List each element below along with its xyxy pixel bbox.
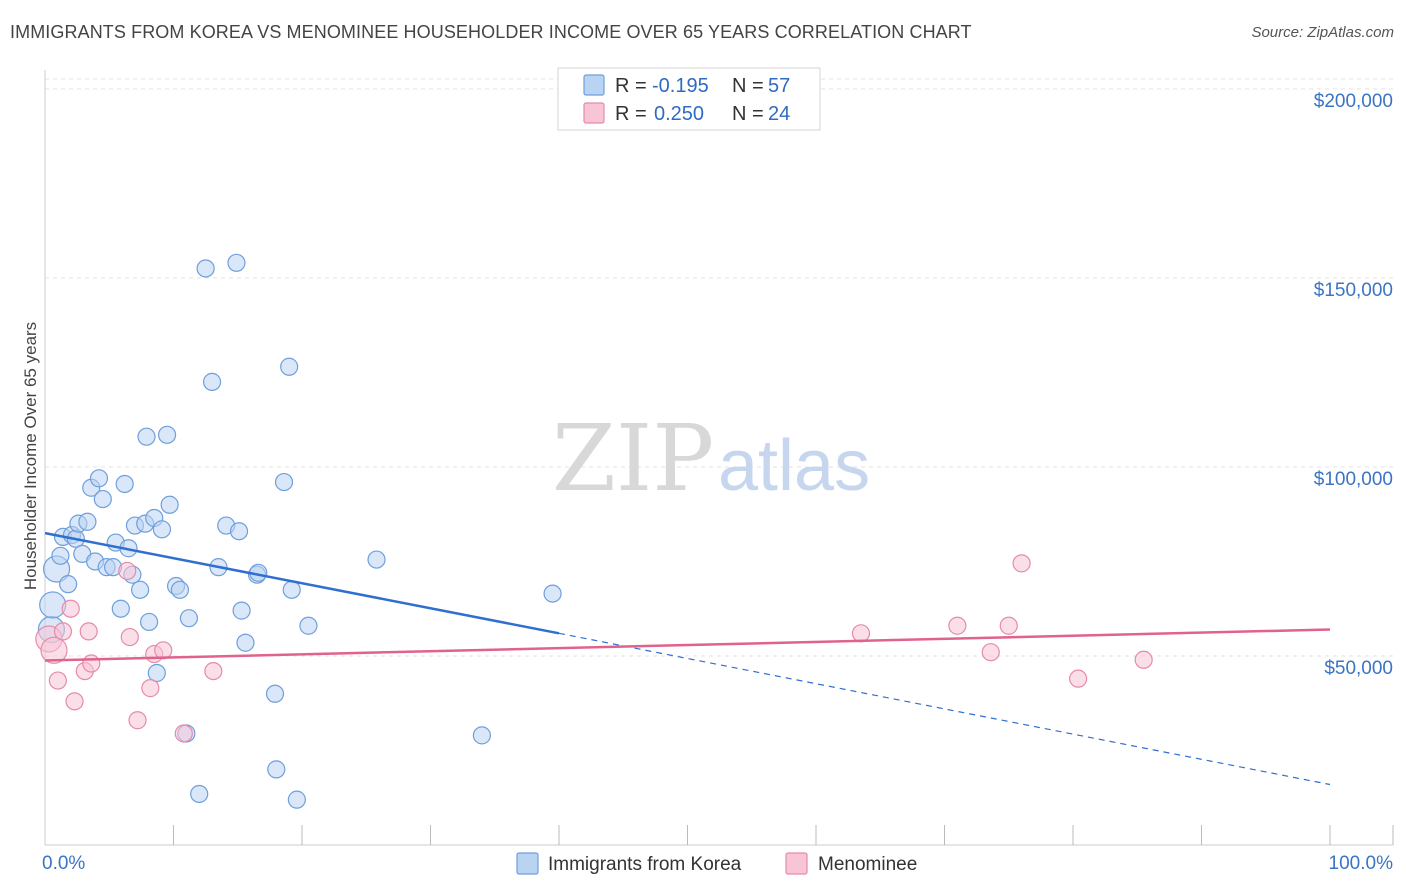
point-korea (227, 253, 246, 272)
point-menominee (48, 671, 67, 690)
point-korea (190, 784, 209, 804)
legend-label-korea: Immigrants from Korea (548, 854, 742, 875)
point-menominee (65, 692, 84, 711)
y-tick-label: $150,000 (1314, 280, 1393, 301)
point-korea (179, 609, 199, 628)
stats-n-label-korea: N = (732, 75, 764, 97)
point-korea (267, 760, 286, 779)
chart-title: IMMIGRANTS FROM KOREA VS MENOMINEE HOUSE… (10, 22, 972, 42)
stats-legend-swatch-korea (583, 74, 605, 96)
point-korea (93, 489, 112, 509)
point-menominee (120, 627, 139, 647)
y-tick-labels: $50,000 $100,000 $150,000 $200,000 (1314, 91, 1393, 679)
point-korea (59, 575, 78, 594)
point-korea (543, 584, 562, 603)
point-menominee (851, 624, 871, 643)
legend-swatch-korea (516, 852, 539, 875)
x-tick-label-max: 100.0% (1329, 853, 1394, 874)
point-menominee (118, 561, 137, 581)
stats-n-value-korea: 57 (768, 75, 790, 97)
point-korea (367, 550, 386, 569)
point-menominee (204, 661, 223, 681)
x-tick-labels: 0.0% 100.0% (42, 853, 1393, 874)
point-menominee (61, 599, 80, 618)
point-menominee (141, 679, 160, 698)
point-menominee (79, 622, 98, 641)
point-korea (282, 580, 301, 599)
point-menominee (981, 643, 1000, 662)
point-menominee (1069, 669, 1088, 688)
stats-r-label-menominee: R = (615, 103, 647, 125)
x-tick-label-min: 0.0% (42, 853, 85, 874)
y-tick-label: $50,000 (1324, 658, 1393, 679)
point-korea (196, 259, 215, 278)
point-korea (265, 684, 285, 703)
stats-n-label-menominee: N = (732, 103, 764, 125)
trendline-korea (44, 531, 560, 635)
legend-swatch-menominee (785, 852, 808, 875)
legend-label-menominee: Menominee (818, 854, 917, 875)
point-korea (170, 580, 190, 599)
point-korea (157, 425, 177, 444)
point-korea (147, 663, 166, 683)
stats-r-value-menominee: 0.250 (654, 103, 704, 125)
series-legend: Immigrants from Korea Menominee (516, 852, 917, 875)
stats-n-value-menominee: 24 (768, 103, 790, 125)
point-korea (130, 580, 150, 599)
y-axis-title: Householder Income Over 65 years (21, 322, 40, 590)
source-credit: Source: ZipAtlas.com (1251, 24, 1394, 41)
point-menominee (40, 636, 68, 664)
trend-lines (44, 531, 1331, 786)
watermark-atlas: atlas (718, 426, 870, 506)
point-korea (78, 512, 97, 531)
watermark: ZIP atlas (552, 405, 870, 512)
y-tick-label: $200,000 (1314, 91, 1393, 112)
point-menominee (154, 641, 173, 660)
stats-legend-swatch-menominee (583, 102, 605, 124)
point-menominee (128, 711, 147, 730)
point-korea (274, 472, 294, 492)
trendline-menominee (44, 628, 1331, 662)
point-menominee (1134, 650, 1153, 669)
watermark-zip: ZIP (552, 405, 714, 512)
point-menominee (1012, 554, 1031, 573)
point-korea (280, 357, 299, 376)
point-korea (152, 520, 172, 539)
point-korea (287, 790, 306, 809)
point-korea (115, 474, 134, 494)
point-korea (160, 495, 179, 514)
y-tick-label: $100,000 (1314, 469, 1393, 490)
point-korea (202, 372, 222, 391)
point-menominee (174, 724, 193, 743)
trendline-korea-extension (558, 632, 1331, 786)
point-korea (89, 469, 109, 488)
point-korea (232, 601, 251, 620)
stats-r-value-korea: -0.195 (652, 75, 709, 97)
point-korea (51, 546, 70, 565)
stats-legend: R = -0.195 N = 57 R = 0.250 N = 24 (557, 67, 821, 131)
point-korea (229, 522, 249, 541)
point-korea (137, 427, 156, 446)
point-korea (472, 726, 491, 745)
point-korea (299, 616, 318, 635)
gridlines (45, 78, 1393, 657)
point-korea (236, 633, 255, 652)
axes (44, 70, 1394, 846)
point-menominee (53, 622, 73, 641)
data-points (35, 253, 1153, 809)
point-korea (111, 599, 130, 618)
stats-r-label-korea: R = (615, 75, 647, 97)
point-korea (139, 612, 159, 632)
point-menominee (948, 616, 967, 635)
point-korea (39, 591, 67, 619)
point-menominee (82, 654, 101, 673)
point-menominee (999, 616, 1018, 635)
